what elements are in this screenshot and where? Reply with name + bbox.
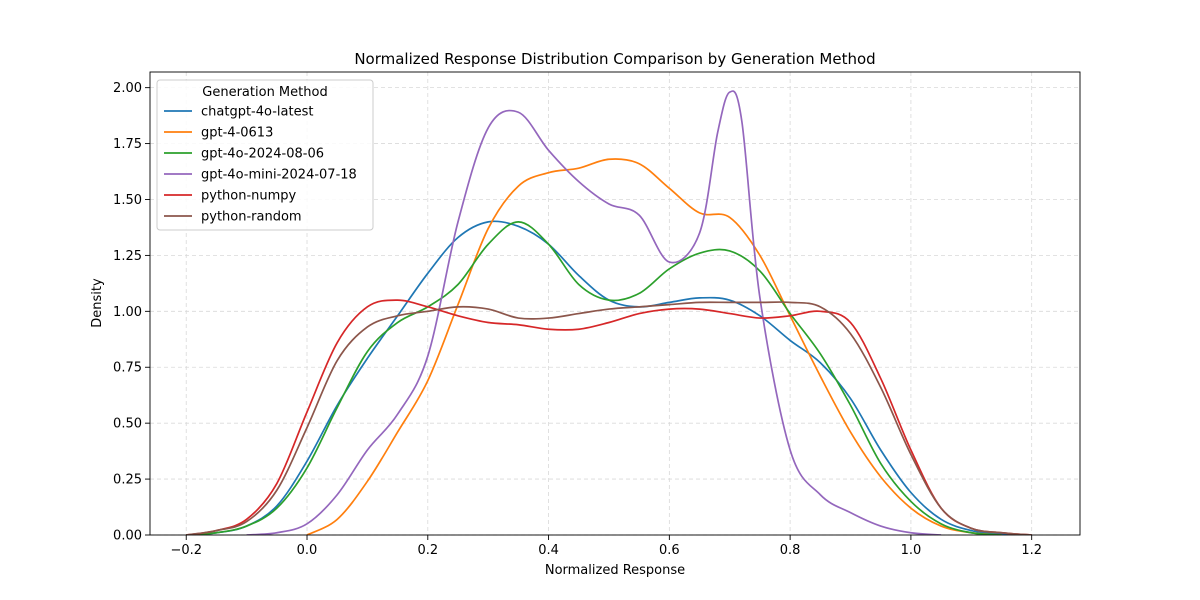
x-tick-label: 0.4 xyxy=(538,543,559,558)
x-tick-label: 0.8 xyxy=(780,543,801,558)
legend-label: python-numpy xyxy=(201,189,297,204)
x-axis: −0.2 0.0 0.2 0.4 0.6 0.8 1.0 1.2 xyxy=(170,535,1042,558)
x-tick-label: 0.6 xyxy=(659,543,680,558)
y-tick-label: 2.00 xyxy=(113,81,142,96)
legend-title: Generation Method xyxy=(202,85,327,100)
legend: Generation Method chatgpt-4o-latest gpt-4… xyxy=(156,79,374,231)
x-tick-label: 0.2 xyxy=(417,543,438,558)
y-tick-label: 1.00 xyxy=(113,305,142,320)
x-tick-label: −0.2 xyxy=(170,543,202,558)
legend-label: chatgpt-4o-latest xyxy=(201,105,313,120)
y-tick-label: 0.50 xyxy=(113,417,142,432)
y-tick-label: 1.25 xyxy=(113,249,142,264)
legend-entries: chatgpt-4o-latest gpt-4-0613 gpt-4o-2024-0… xyxy=(164,105,357,225)
y-tick-label: 1.50 xyxy=(113,193,142,208)
y-tick-label: 1.75 xyxy=(113,137,142,152)
y-tick-label: 0.25 xyxy=(113,473,142,488)
legend-label: gpt-4o-2024-08-06 xyxy=(201,147,324,162)
x-tick-label: 0.0 xyxy=(297,543,318,558)
legend-label: gpt-4o-mini-2024-07-18 xyxy=(201,168,357,183)
x-tick-label: 1.2 xyxy=(1021,543,1042,558)
series-line-gpt-4o-mini-2024-07-18 xyxy=(246,90,942,535)
series-line-gpt-4o-2024-08-06 xyxy=(186,221,1002,535)
y-tick-label: 0.00 xyxy=(113,529,142,544)
x-tick-label: 1.0 xyxy=(901,543,922,558)
legend-label: python-random xyxy=(201,210,302,225)
x-axis-title: Normalized Response xyxy=(545,563,685,578)
legend-label: gpt-4-0613 xyxy=(201,126,273,141)
y-axis-title: Density xyxy=(90,278,105,328)
series-lines xyxy=(186,90,1032,535)
series-line-gpt-4-0613 xyxy=(306,158,1002,535)
plot-area xyxy=(186,90,1032,535)
y-axis: 0.00 0.25 0.50 0.75 1.00 1.25 1.50 1.75 2.00 xyxy=(113,81,150,544)
series-line-python-random xyxy=(186,301,1032,535)
y-tick-label: 0.75 xyxy=(113,361,142,376)
plot-frame xyxy=(149,71,1081,536)
chart-title: Normalized Response Distribution Compari… xyxy=(354,50,875,68)
series-line-python-numpy xyxy=(186,299,1032,535)
legend-box xyxy=(156,79,374,231)
